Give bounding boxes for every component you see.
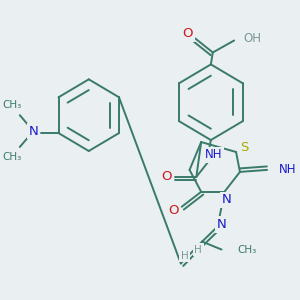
Text: CH₃: CH₃ — [2, 152, 22, 162]
Text: N: N — [221, 193, 231, 206]
Text: NH: NH — [279, 164, 296, 176]
Text: S: S — [240, 140, 248, 154]
Text: N: N — [28, 124, 38, 138]
Text: CH₃: CH₃ — [2, 100, 22, 110]
Text: O: O — [182, 27, 193, 40]
Text: NH: NH — [205, 148, 223, 161]
Text: O: O — [161, 170, 172, 183]
Text: CH₃: CH₃ — [237, 244, 256, 254]
Text: H: H — [181, 250, 189, 260]
Text: N: N — [217, 218, 226, 231]
Text: H: H — [194, 244, 202, 254]
Text: O: O — [168, 204, 178, 217]
Text: OH: OH — [244, 32, 262, 45]
